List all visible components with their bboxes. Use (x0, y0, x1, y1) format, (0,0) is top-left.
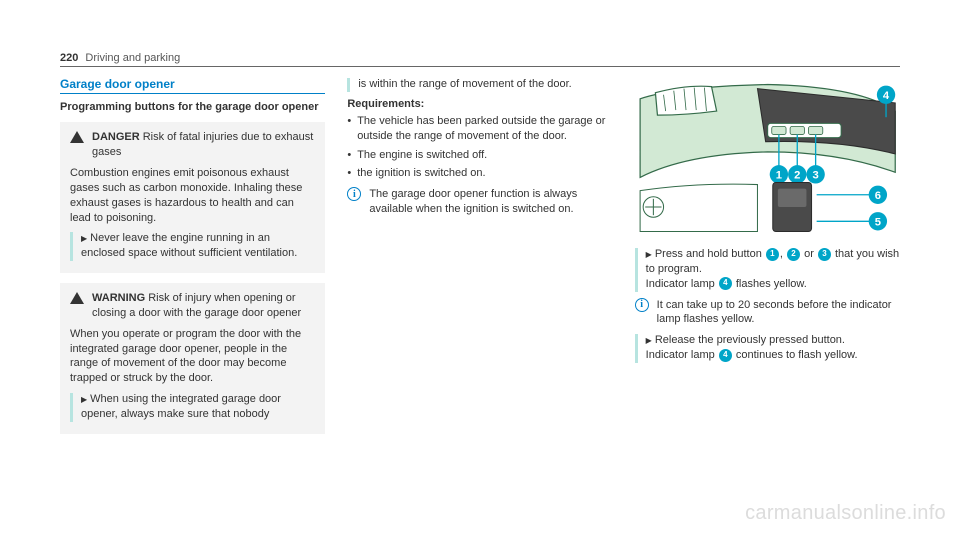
num-4-icon: 4 (719, 349, 732, 362)
danger-action-text: Never leave the engine running in an enc… (81, 231, 315, 261)
step-2-text: Release the previously pressed button. I… (646, 333, 858, 363)
warning-action-text: When using the integrated garage door op… (81, 392, 315, 422)
list-item: the ignition is switched on. (347, 166, 612, 181)
info-icon: i (347, 187, 361, 201)
info-note: i The garage door opener function is alw… (347, 187, 612, 217)
col3-steps: Press and hold button 1, 2 or 3 that you… (635, 247, 900, 363)
step-info: i It can take up to 20 seconds before th… (635, 298, 900, 328)
page-header: 220 Driving and parking (60, 52, 900, 67)
column-1: Garage door opener Programming buttons f… (60, 77, 325, 444)
svg-text:1: 1 (775, 169, 781, 181)
watermark: carmanualsonline.info (745, 502, 946, 525)
svg-text:2: 2 (794, 169, 800, 181)
action-bar (70, 393, 73, 422)
column-3: 1 2 3 4 6 5 (635, 77, 900, 444)
action-bar (635, 248, 638, 292)
chapter-title: Driving and parking (85, 52, 180, 64)
danger-body: Combustion engines emit poisonous exhaus… (70, 166, 315, 225)
action-bar (347, 78, 350, 92)
svg-text:4: 4 (883, 90, 890, 102)
step-1-text: Press and hold button 1, 2 or 3 that you… (646, 247, 900, 292)
danger-box: DANGER Risk of fatal injuries due to exh… (60, 122, 325, 273)
section-title: Garage door opener (60, 77, 325, 94)
warning-triangle-icon (70, 131, 84, 143)
list-item: The engine is switched off. (347, 148, 612, 163)
danger-action: Never leave the engine running in an enc… (70, 231, 315, 261)
illustration-overhead-console: 1 2 3 4 6 5 (635, 77, 900, 237)
num-4-icon: 4 (719, 277, 732, 290)
warning-label: WARNING (92, 292, 145, 304)
warning-body: When you operate or program the door wit… (70, 327, 315, 386)
action-bar (70, 232, 73, 261)
column-2: is within the range of movement of the d… (347, 77, 612, 444)
svg-text:5: 5 (874, 216, 880, 228)
info-text: The garage door opener function is alway… (369, 187, 612, 217)
num-3-icon: 3 (818, 248, 831, 261)
danger-title-line: DANGER Risk of fatal injuries due to exh… (92, 130, 315, 160)
danger-label: DANGER (92, 131, 140, 143)
info-icon: i (635, 298, 649, 312)
svg-text:3: 3 (812, 169, 818, 181)
page-number: 220 (60, 52, 78, 64)
warning-head: WARNING Risk of injury when opening or c… (70, 291, 315, 321)
warning-cont-text: is within the range of movement of the d… (358, 77, 571, 92)
subheading: Programming buttons for the garage door … (60, 100, 325, 114)
step-2: Release the previously pressed button. I… (635, 333, 900, 363)
warning-continuation: is within the range of movement of the d… (347, 77, 612, 92)
warning-box: WARNING Risk of injury when opening or c… (60, 283, 325, 434)
action-bar (635, 334, 638, 363)
num-2-icon: 2 (787, 248, 800, 261)
warning-triangle-icon (70, 292, 84, 304)
warning-action: When using the integrated garage door op… (70, 392, 315, 422)
requirements-list: The vehicle has been parked outside the … (347, 114, 612, 182)
step-info-text: It can take up to 20 seconds before the … (657, 298, 900, 328)
danger-head: DANGER Risk of fatal injuries due to exh… (70, 130, 315, 160)
warning-title-line: WARNING Risk of injury when opening or c… (92, 291, 315, 321)
list-item: The vehicle has been parked outside the … (347, 114, 612, 145)
svg-text:6: 6 (874, 190, 880, 202)
num-1-icon: 1 (766, 248, 779, 261)
requirements-heading: Requirements: (347, 98, 612, 110)
step-1: Press and hold button 1, 2 or 3 that you… (635, 247, 900, 292)
content-columns: Garage door opener Programming buttons f… (60, 77, 900, 444)
